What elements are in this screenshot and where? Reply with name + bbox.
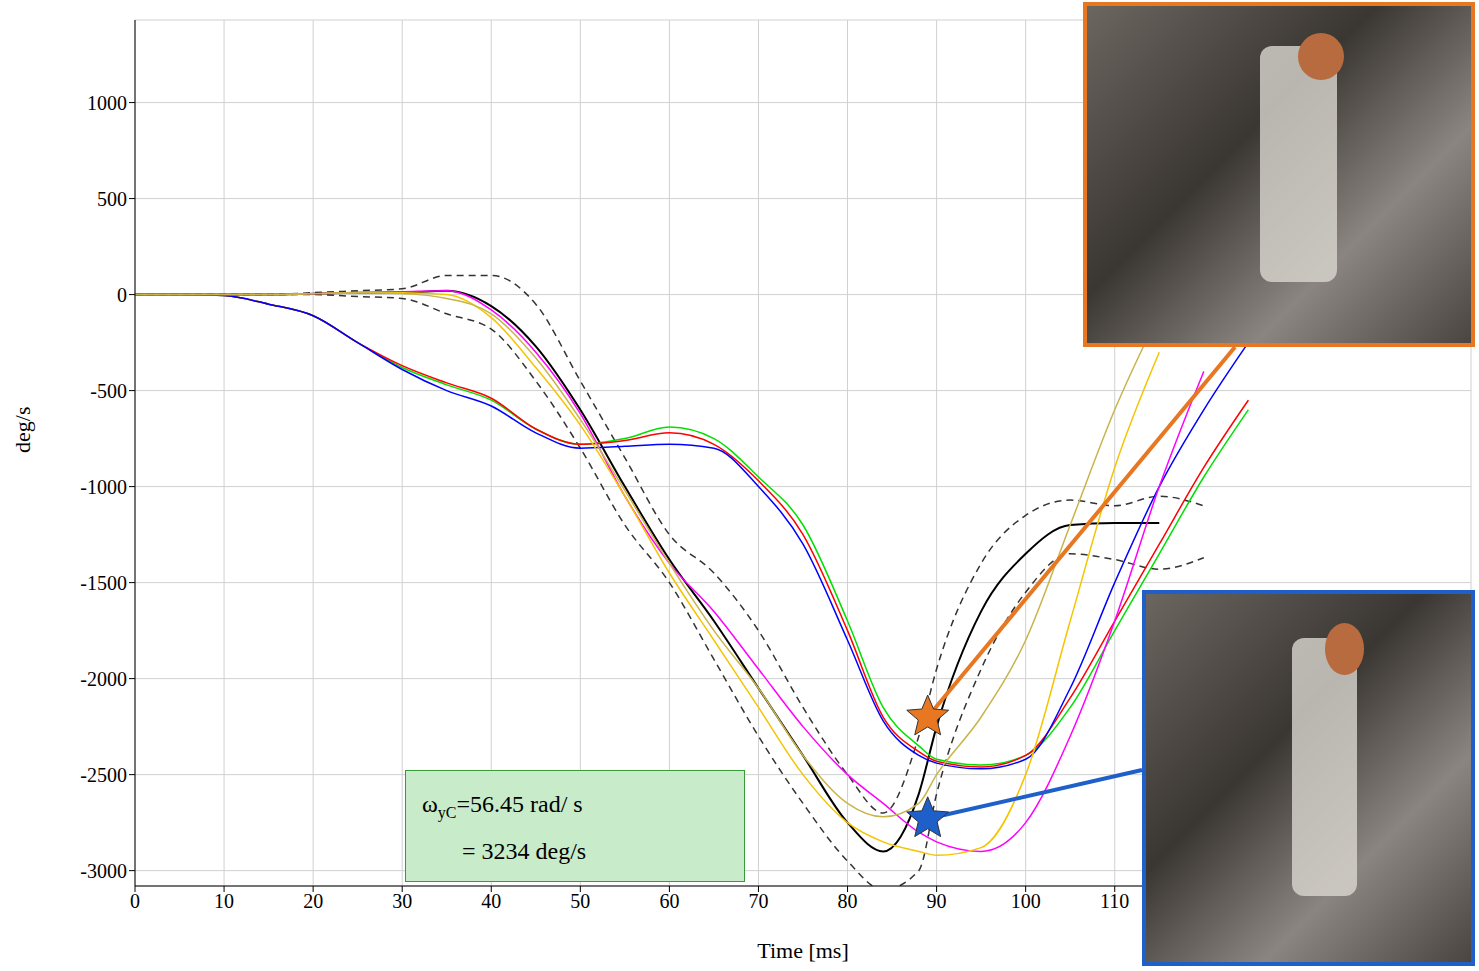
svg-text:60: 60 [659,890,679,912]
svg-text:40: 40 [481,890,501,912]
svg-text:100: 100 [1011,890,1041,912]
svg-text:-1000: -1000 [80,476,127,498]
svg-text:0: 0 [130,890,140,912]
svg-text:Time [ms]: Time [ms] [757,938,848,963]
svg-text:-1500: -1500 [80,572,127,594]
svg-text:500: 500 [97,188,127,210]
svg-text:0: 0 [117,284,127,306]
svg-text:10: 10 [214,890,234,912]
svg-text:deg/s: deg/s [10,407,35,453]
svg-text:110: 110 [1100,890,1129,912]
svg-text:30: 30 [392,890,412,912]
svg-text:-2500: -2500 [80,764,127,786]
svg-text:-3000: -3000 [80,860,127,882]
svg-text:1000: 1000 [87,92,127,114]
svg-text:90: 90 [927,890,947,912]
html-text:= 3234 deg/s: = 3234 deg/s [462,837,587,864]
svg-text:20: 20 [303,890,323,912]
svg-text:70: 70 [748,890,768,912]
svg-text:50: 50 [570,890,590,912]
html-text:ωyC=56.45 rad/ s: ωyC=56.45 rad/ s [422,791,583,821]
svg-text:-500: -500 [90,380,127,402]
svg-text:-2000: -2000 [80,668,127,690]
svg-text:80: 80 [838,890,858,912]
